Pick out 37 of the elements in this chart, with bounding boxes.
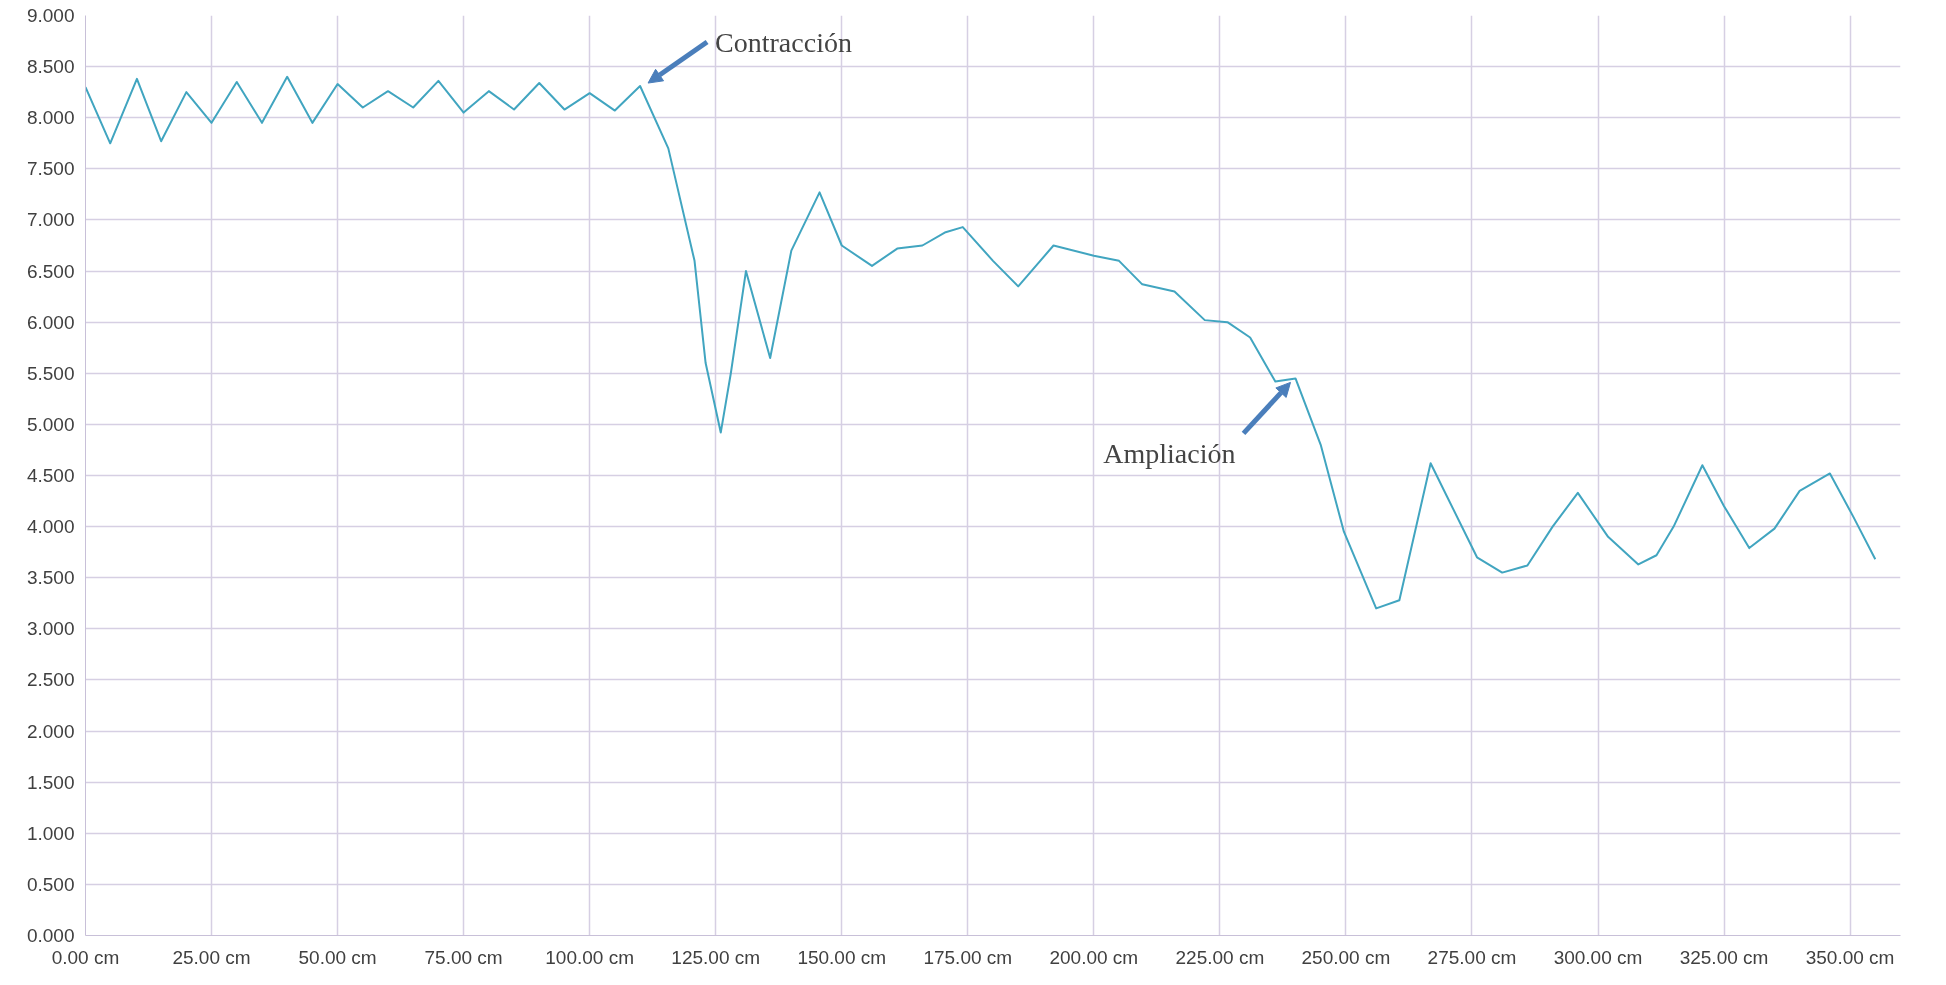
x-tick-label: 100.00 cm — [545, 946, 635, 968]
y-tick-label: 6.000 — [26, 311, 75, 333]
y-tick-label: 2.500 — [26, 669, 75, 691]
y-tick-label: 0.500 — [26, 873, 75, 895]
y-tick-label: 4.000 — [26, 516, 75, 538]
y-tick-label: 1.500 — [26, 771, 75, 793]
y-tick-label: 5.000 — [26, 413, 75, 435]
y-tick-label: 0.000 — [26, 925, 75, 946]
y-tick-label: 3.000 — [26, 618, 75, 640]
x-tick-label: 350.00 cm — [1805, 946, 1895, 968]
x-tick-label: 175.00 cm — [923, 946, 1013, 968]
y-tick-label: 1.000 — [26, 822, 75, 844]
y-tick-label: 3.500 — [26, 567, 75, 589]
annotation: Contracción — [715, 26, 852, 58]
x-tick-label: 200.00 cm — [1049, 946, 1139, 968]
y-tick-label: 8.500 — [26, 56, 75, 78]
x-tick-label: 325.00 cm — [1679, 946, 1769, 968]
y-tick-label: 9.000 — [26, 5, 75, 26]
y-tick-label: 7.000 — [26, 209, 75, 231]
line-series — [85, 75, 1877, 610]
x-tick-label: 50.00 cm — [298, 946, 377, 968]
x-tick-label: 75.00 cm — [424, 946, 503, 968]
x-tick-label: 125.00 cm — [671, 946, 761, 968]
x-tick-label: 300.00 cm — [1553, 946, 1643, 968]
annotation: Ampliación — [1103, 438, 1236, 470]
x-tick-label: 275.00 cm — [1427, 946, 1517, 968]
x-tick-label: 150.00 cm — [797, 946, 887, 968]
x-tick-label: 225.00 cm — [1175, 946, 1265, 968]
x-tick-label: 0.00 cm — [51, 946, 120, 968]
y-tick-label: 8.000 — [26, 107, 75, 129]
x-tick-label: 250.00 cm — [1301, 946, 1391, 968]
x-tick-label: 25.00 cm — [172, 946, 251, 968]
y-tick-label: 6.500 — [26, 260, 75, 282]
y-tick-label: 5.500 — [26, 362, 75, 384]
y-tick-label: 4.500 — [26, 465, 75, 486]
y-tick-label: 2.000 — [26, 720, 75, 742]
y-tick-label: 7.500 — [26, 158, 75, 180]
